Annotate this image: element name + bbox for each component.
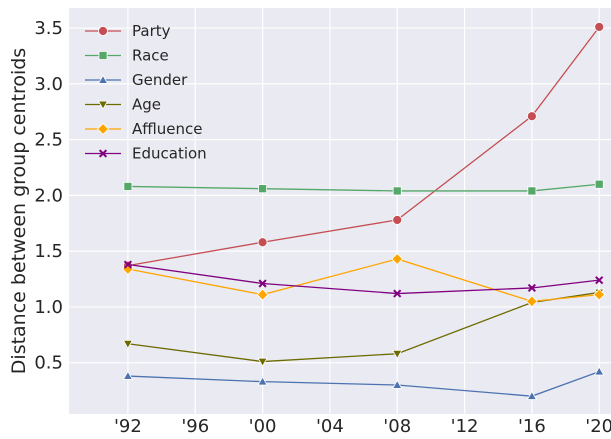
legend-item-race: Race (85, 47, 169, 65)
y-tick-label: 2.5 (34, 130, 63, 151)
legend-label: Affluence (132, 120, 202, 138)
data-point-party (392, 215, 403, 225)
data-point-gender (526, 390, 538, 400)
y-tick-label: 3.5 (34, 18, 63, 39)
y-axis-ticks: 0.5 1.0 1.5 2.0 2.5 3.0 3.5 (34, 18, 63, 374)
data-point-party (526, 111, 537, 122)
data-point-affluence (525, 295, 538, 308)
legend: Party Race Gender Age Affluence Education (85, 22, 207, 163)
legend-item-age: Age (85, 96, 161, 114)
legend-label: Party (132, 22, 171, 40)
data-point-age (257, 357, 268, 367)
x-tick-label: '20 (585, 416, 611, 437)
x-tick-label: '04 (316, 416, 344, 437)
data-point-education (527, 283, 536, 293)
data-point-affluence (256, 288, 269, 301)
legend-item-affluence: Affluence (85, 120, 202, 138)
series-race (123, 179, 604, 196)
legend-label: Race (132, 47, 169, 65)
data-point-age (122, 339, 134, 350)
data-point-party (594, 22, 605, 32)
data-point-affluence (391, 252, 404, 265)
legend-marker (98, 149, 108, 158)
x-tick-label: '92 (114, 416, 142, 437)
data-point-race (392, 186, 402, 196)
data-point-education (393, 289, 402, 298)
data-point-education (595, 276, 604, 285)
y-tick-label: 1.5 (34, 241, 63, 262)
legend-label: Gender (132, 71, 188, 89)
data-point-gender (392, 379, 403, 389)
data-point-age (392, 349, 403, 360)
y-tick-label: 0.5 (34, 353, 63, 374)
gridlines (69, 8, 611, 414)
series-layer (121, 22, 606, 400)
legend-marker (98, 26, 108, 36)
legend-marker (98, 51, 108, 60)
y-tick-label: 2.0 (34, 185, 63, 206)
y-tick-label: 1.0 (34, 297, 63, 318)
x-tick-label: '00 (249, 416, 277, 437)
y-axis-title: Distance between group centroids (8, 48, 30, 374)
data-point-affluence (593, 288, 606, 301)
data-point-race (594, 179, 604, 189)
data-point-party (257, 237, 268, 248)
legend-marker (97, 123, 109, 135)
series-gender (122, 366, 605, 400)
legend-label: Education (132, 145, 207, 163)
data-point-education (258, 279, 267, 288)
data-point-race (258, 184, 268, 194)
data-point-education (123, 260, 132, 269)
plot-area (69, 8, 611, 414)
y-tick-label: 3.0 (34, 74, 63, 95)
x-axis-ticks: '92 '96 '00 '04 '08 '12 '16 '20 (114, 416, 611, 437)
data-point-gender (122, 370, 134, 380)
data-point-race (123, 182, 133, 191)
x-tick-label: '08 (383, 416, 411, 437)
data-point-gender (594, 366, 605, 376)
x-tick-label: '16 (518, 416, 546, 437)
legend-marker (97, 74, 109, 84)
data-point-race (527, 186, 537, 196)
data-point-gender (257, 376, 268, 386)
legend-marker (97, 100, 109, 110)
series-affluence (121, 252, 606, 308)
series-education (123, 260, 604, 298)
x-tick-label: '96 (181, 416, 209, 437)
legend-item-party: Party (85, 22, 171, 40)
x-tick-label: '12 (451, 416, 479, 437)
legend-label: Age (132, 96, 161, 114)
legend-item-gender: Gender (85, 71, 188, 89)
legend-item-education: Education (85, 145, 207, 163)
